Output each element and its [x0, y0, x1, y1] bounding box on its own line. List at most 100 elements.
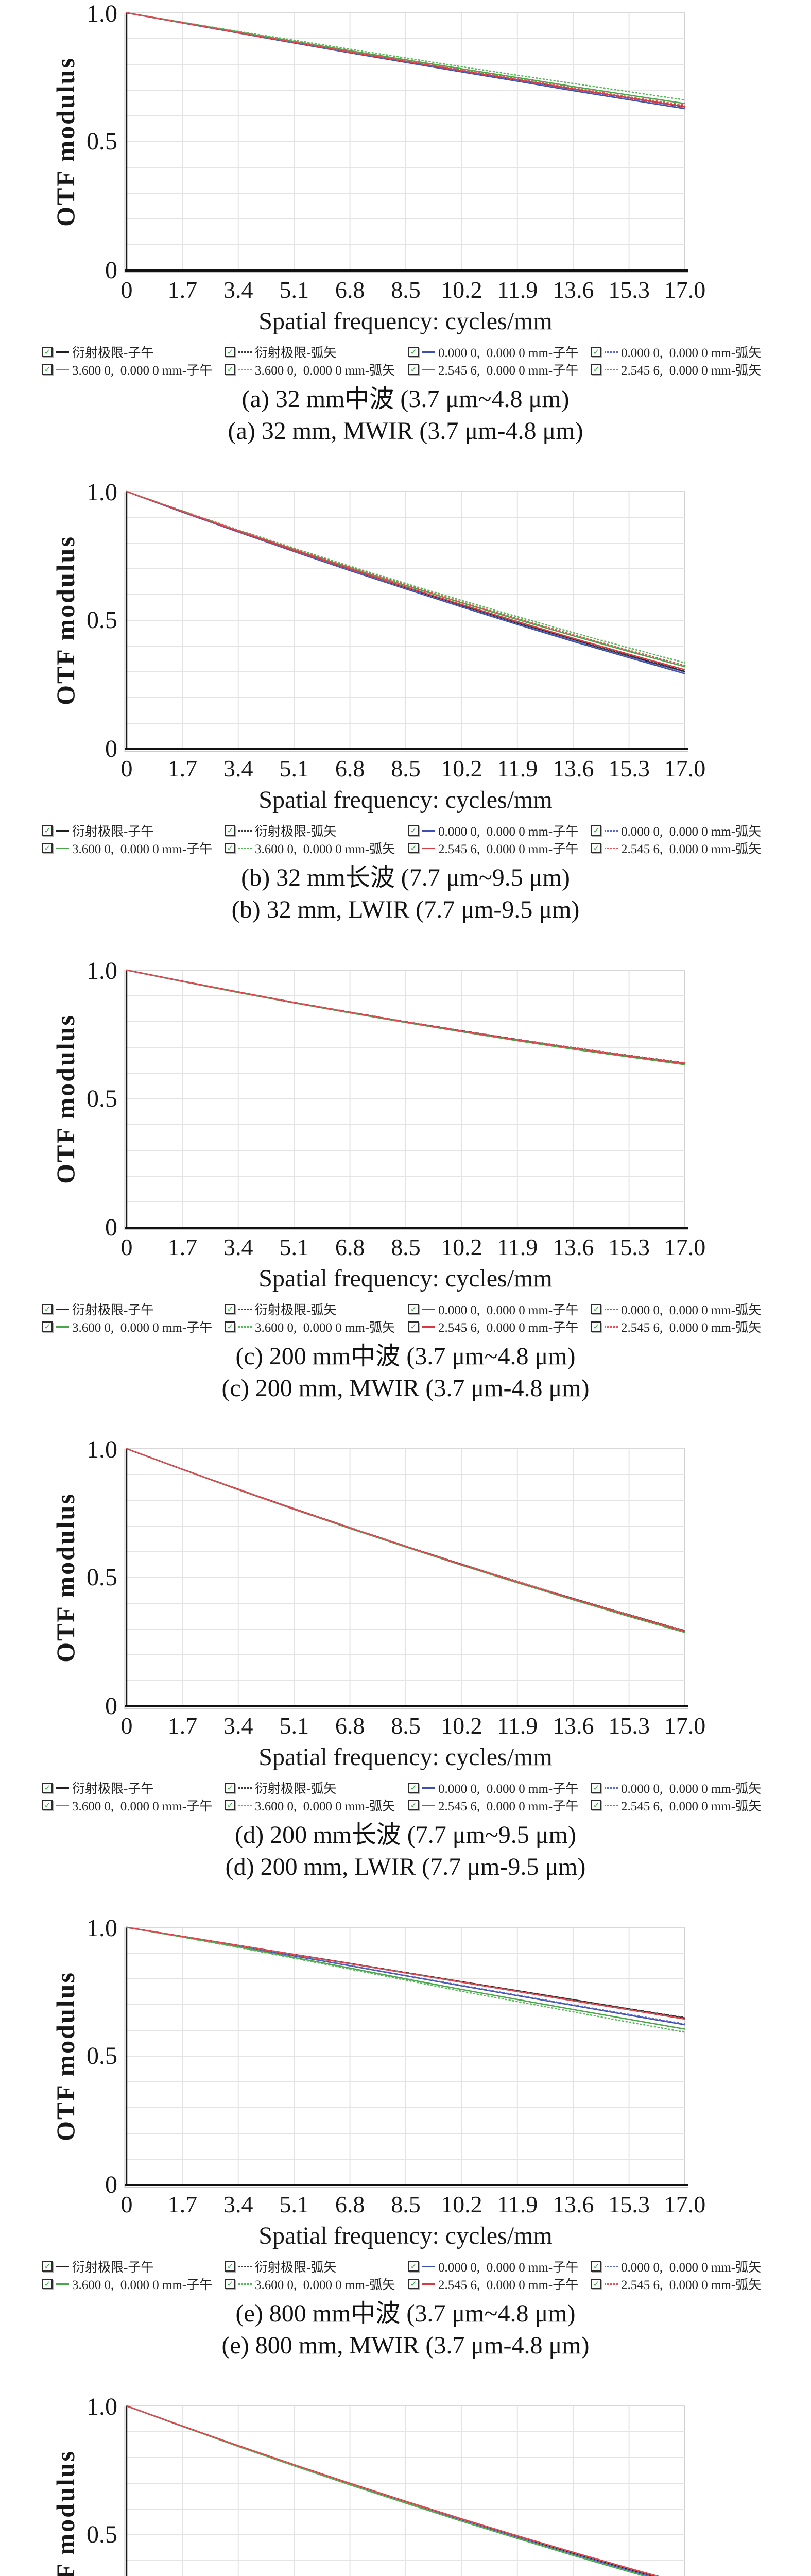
checkbox-icon[interactable]: ✓ — [225, 1800, 235, 1810]
x-tick-label: 10.2 — [441, 1713, 482, 1739]
checkbox-icon[interactable]: ✓ — [408, 1800, 419, 1810]
checkbox-icon[interactable]: ✓ — [408, 1321, 419, 1332]
checkbox-icon[interactable]: ✓ — [42, 2279, 53, 2289]
checkbox-icon[interactable]: ✓ — [591, 364, 601, 375]
x-tick-label: 1.7 — [167, 1713, 198, 1739]
checkbox-icon[interactable]: ✓ — [591, 843, 601, 853]
x-tick-label: 0 — [120, 2191, 133, 2217]
legend: ✓ 衍射极限-子午 ✓ 衍射极限-弧矢 ✓ 0.000 0, 0.000 0 mm-子午 ✓… — [0, 823, 811, 859]
checkbox-icon[interactable]: ✓ — [591, 1304, 601, 1314]
caption-en: (d) 200 mm, LWIR (7.7 μm-9.5 μm) — [225, 1853, 586, 1880]
checkbox-icon[interactable]: ✓ — [408, 825, 419, 836]
checkbox-icon[interactable]: ✓ — [42, 1321, 53, 1332]
checkbox-icon[interactable]: ✓ — [225, 1321, 235, 1332]
series-field-2.5456mm-sagittal — [126, 12, 686, 106]
checkbox-icon[interactable]: ✓ — [42, 1304, 53, 1314]
legend-line-sample — [56, 1804, 69, 1806]
checkbox-icon[interactable]: ✓ — [408, 347, 419, 357]
legend-line-sample — [56, 847, 69, 849]
legend-line-sample — [605, 1804, 618, 1806]
y-axis-title: OTF modulus — [51, 1493, 80, 1663]
checkbox-icon[interactable]: ✓ — [225, 1304, 235, 1314]
plot-area-a — [124, 12, 688, 273]
checkbox-icon[interactable]: ✓ — [42, 1800, 53, 1810]
checkbox-icon[interactable]: ✓ — [591, 2279, 601, 2289]
legend-label: 0.000 0, 0.000 0 mm-子午 — [438, 1782, 579, 1796]
checkbox-icon[interactable]: ✓ — [591, 2261, 601, 2272]
checkbox-icon[interactable]: ✓ — [591, 1800, 601, 1810]
legend-line-sample — [605, 1787, 618, 1789]
x-tick-label: 6.8 — [335, 755, 365, 782]
checkbox-icon[interactable]: ✓ — [42, 2261, 53, 2272]
checkbox-icon[interactable]: ✓ — [42, 1783, 53, 1793]
checkbox-icon[interactable]: ✓ — [225, 843, 235, 853]
checkbox-icon[interactable]: ✓ — [591, 1783, 601, 1793]
chart-block-a: OTF modulus 1.0 0.5 0 0 1.7 3.4 5.1 6.8 8.5 10… — [0, 0, 811, 479]
x-tick-label: 3.4 — [223, 755, 253, 782]
checkbox-icon[interactable]: ✓ — [42, 364, 53, 375]
legend-item: ✓ 3.600 0, 0.000 0 mm-子午 — [42, 1798, 212, 1814]
y-tick-label: 0.5 — [87, 2042, 117, 2070]
y-tick-label: 1.0 — [87, 1436, 117, 1463]
legend-item: ✓ 0.000 0, 0.000 0 mm-子午 — [408, 2259, 578, 2275]
checkbox-icon[interactable]: ✓ — [408, 1304, 419, 1314]
legend-line-sample — [605, 829, 618, 832]
x-axis-title: Spatial frequency: cycles/mm — [258, 1743, 553, 1771]
checkbox-icon[interactable]: ✓ — [408, 364, 419, 375]
legend-item: ✓ 衍射极限-子午 — [42, 1301, 153, 1317]
x-tick-label: 11.9 — [497, 1713, 538, 1739]
series-field-2.5456mm-sagittal — [126, 1448, 686, 1632]
legend-label: 3.600 0, 0.000 0 mm-弧矢 — [255, 1800, 395, 1814]
checkbox-icon[interactable]: ✓ — [408, 2261, 419, 2272]
legend-label: 3.600 0, 0.000 0 mm-弧矢 — [255, 364, 395, 378]
checkbox-icon[interactable]: ✓ — [42, 825, 53, 836]
x-axis-title: Spatial frequency: cycles/mm — [258, 786, 553, 814]
x-tick-label: 8.5 — [391, 1234, 421, 1260]
legend-label: 衍射极限-子午 — [72, 346, 154, 360]
y-tick-label: 1.0 — [87, 479, 117, 506]
series-field-3.6000mm-sagittal — [126, 12, 686, 101]
x-tick-label: 1.7 — [167, 1234, 198, 1260]
legend-item: ✓ 2.545 6, 0.000 0 mm-子午 — [408, 2276, 578, 2292]
legend-label: 衍射极限-子午 — [72, 1303, 154, 1317]
checkbox-icon[interactable]: ✓ — [408, 2279, 419, 2289]
plot-area-c — [124, 969, 688, 1230]
checkbox-icon[interactable]: ✓ — [225, 364, 235, 375]
checkbox-icon[interactable]: ✓ — [225, 825, 235, 836]
legend-line-sample — [56, 1308, 69, 1310]
x-tick-label: 3.4 — [223, 1713, 253, 1739]
checkbox-icon[interactable]: ✓ — [591, 347, 601, 357]
checkbox-icon[interactable]: ✓ — [408, 843, 419, 853]
caption-en: (e) 800 mm, MWIR (3.7 μm-4.8 μm) — [221, 2332, 590, 2359]
legend-line-sample — [238, 1804, 252, 1806]
checkbox-icon[interactable]: ✓ — [225, 2261, 235, 2272]
x-axis-ticks: 0 1.7 3.4 5.1 6.8 8.5 10.2 11.9 13.6 15.3 17.0 — [0, 754, 811, 783]
legend-line-sample — [422, 2283, 435, 2285]
legend-label: 3.600 0, 0.000 0 mm-弧矢 — [255, 842, 395, 856]
checkbox-icon[interactable]: ✓ — [591, 1321, 601, 1332]
checkbox-icon[interactable]: ✓ — [225, 1783, 235, 1793]
checkbox-icon[interactable]: ✓ — [591, 825, 601, 836]
y-tick-label: 0.5 — [87, 1085, 117, 1112]
legend-label: 3.600 0, 0.000 0 mm-子午 — [72, 842, 213, 856]
checkbox-icon[interactable]: ✓ — [42, 843, 53, 853]
legend-item: ✓ 0.000 0, 0.000 0 mm-子午 — [408, 344, 578, 360]
checkbox-icon[interactable]: ✓ — [408, 1783, 419, 1793]
y-axis-title: OTF modulus — [51, 1971, 80, 2141]
legend-label: 0.000 0, 0.000 0 mm-弧矢 — [621, 2261, 762, 2275]
checkbox-icon[interactable]: ✓ — [225, 2279, 235, 2289]
y-tick-label: 0.5 — [87, 1564, 117, 1591]
legend-line-sample — [605, 368, 618, 370]
checkbox-icon[interactable]: ✓ — [42, 347, 53, 357]
plot-area-d — [124, 1448, 688, 1709]
legend-label: 2.545 6, 0.000 0 mm-子午 — [438, 364, 579, 378]
legend-label: 2.545 6, 0.000 0 mm-弧矢 — [621, 2278, 762, 2292]
legend-label: 衍射极限-子午 — [72, 1782, 154, 1796]
x-tick-label: 17.0 — [664, 755, 706, 782]
y-axis-title: OTF modulus — [51, 535, 80, 705]
legend-line-sample — [422, 847, 435, 849]
legend-label: 2.545 6, 0.000 0 mm-弧矢 — [621, 1800, 762, 1814]
checkbox-icon[interactable]: ✓ — [225, 347, 235, 357]
legend-item: ✓ 0.000 0, 0.000 0 mm-弧矢 — [591, 823, 761, 839]
legend-label: 衍射极限-子午 — [72, 2261, 154, 2275]
